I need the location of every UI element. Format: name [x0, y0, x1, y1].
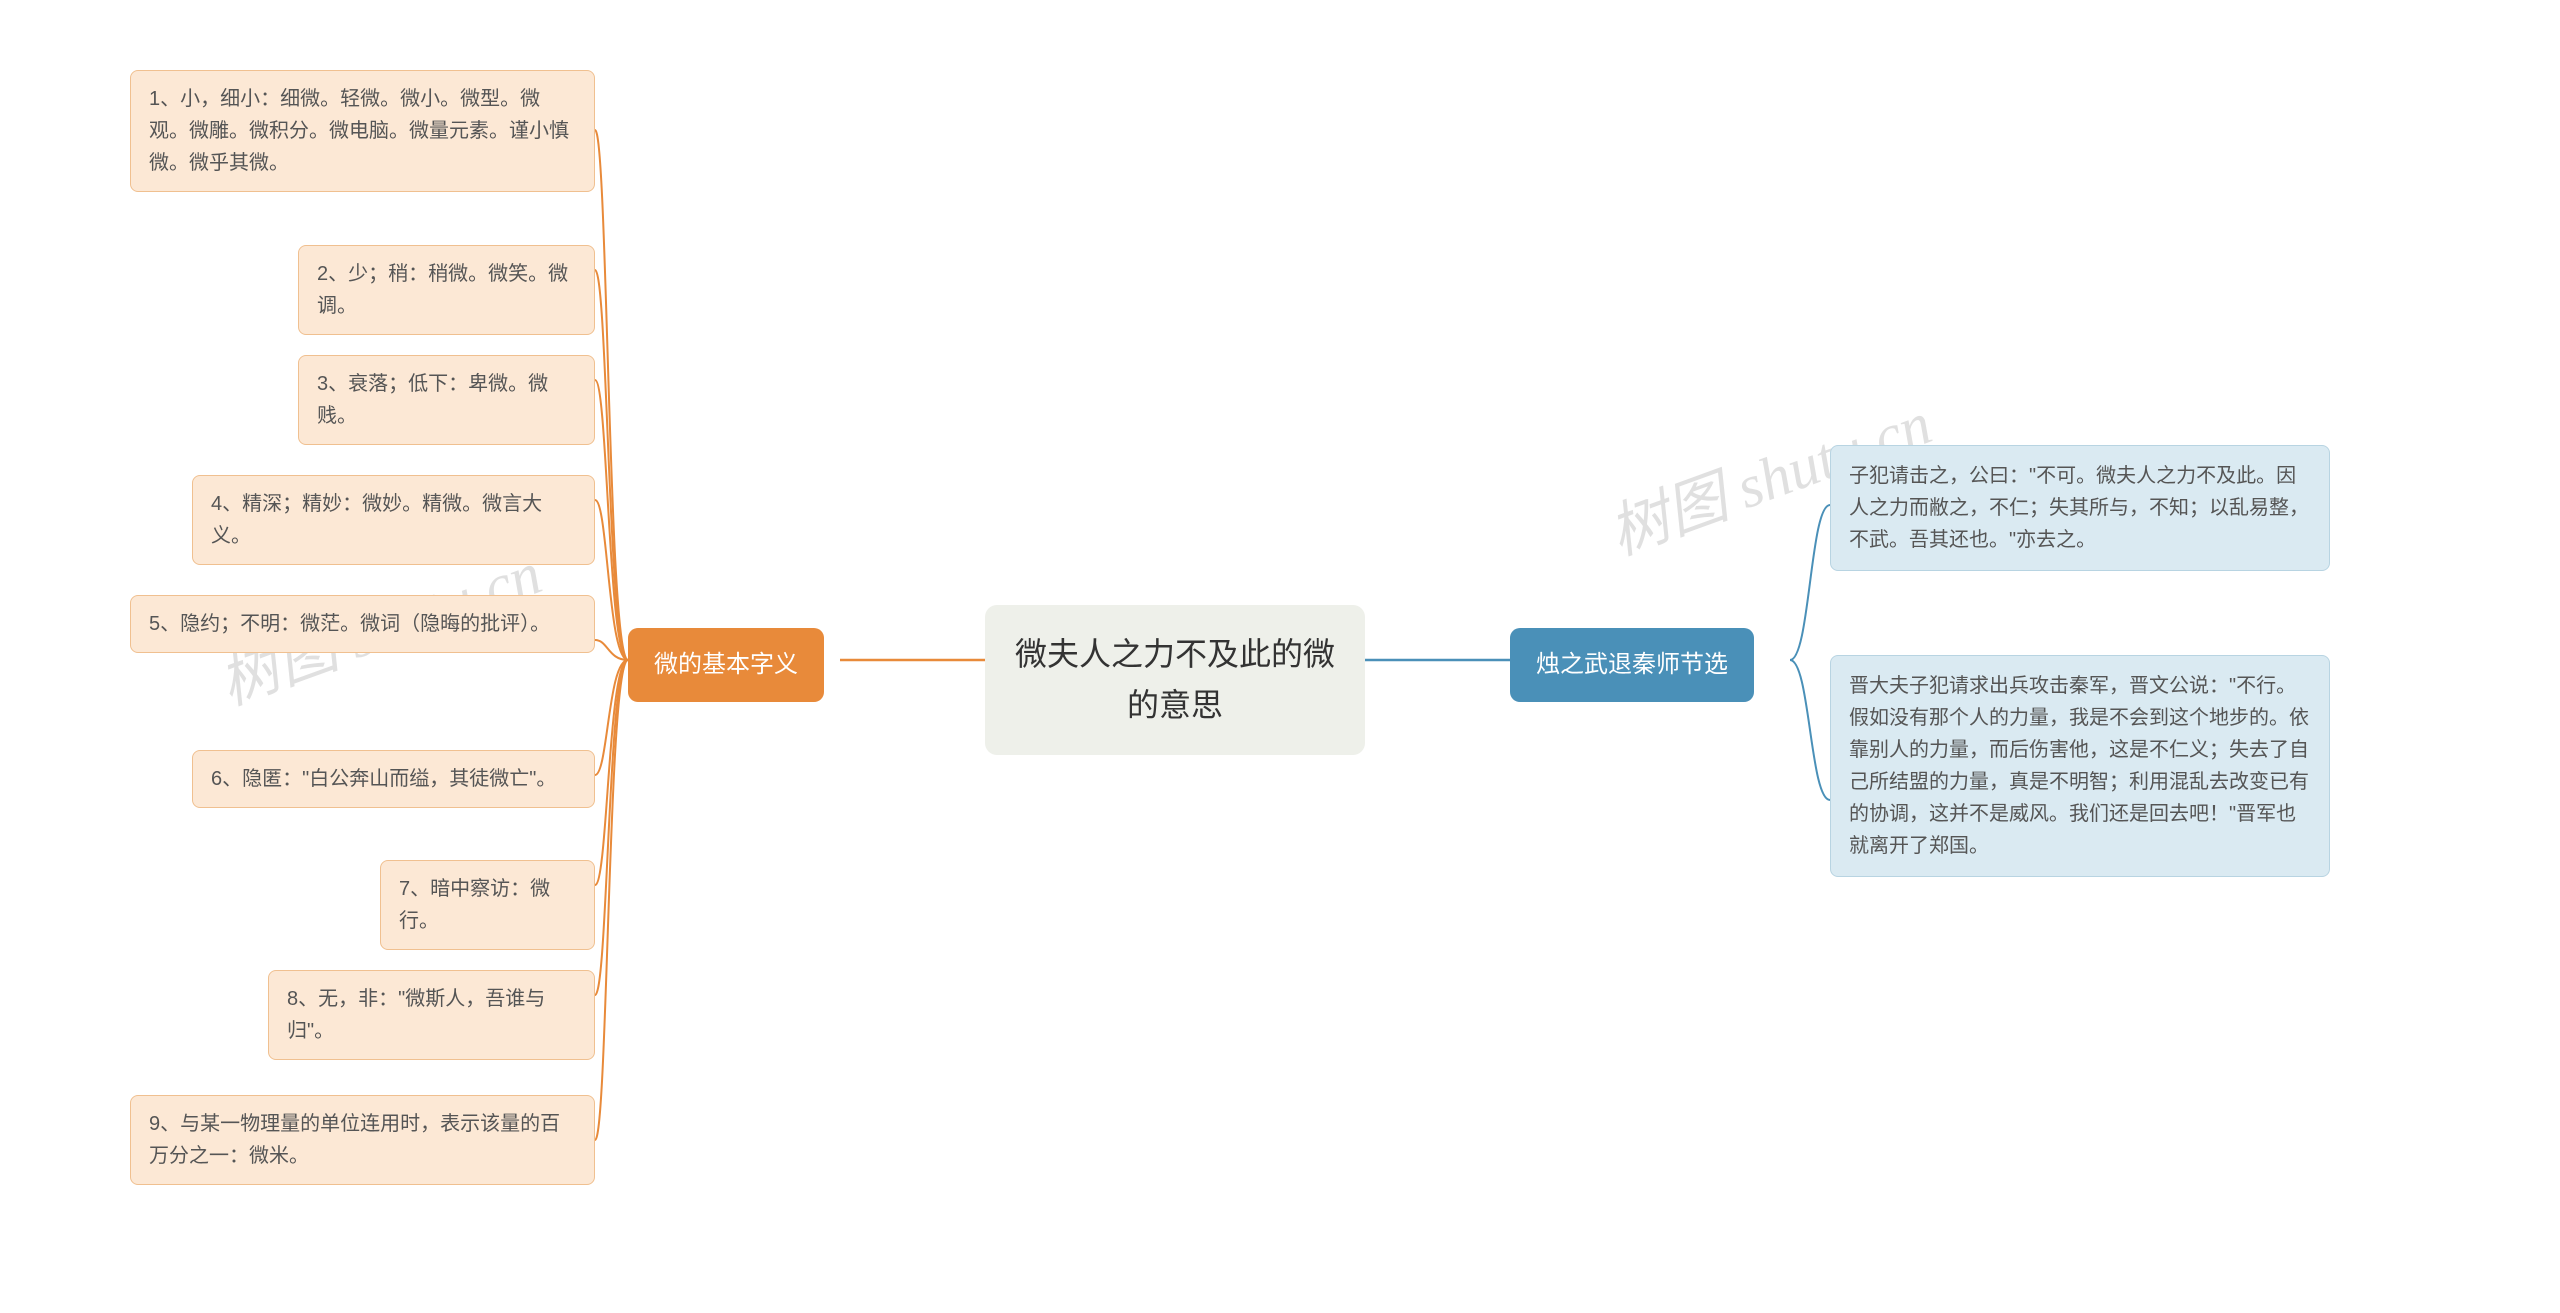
left-leaf-9[interactable]: 9、与某一物理量的单位连用时，表示该量的百万分之一：微米。	[130, 1095, 595, 1185]
left-leaf-3[interactable]: 3、衰落；低下：卑微。微贱。	[298, 355, 595, 445]
left-leaf-2[interactable]: 2、少；稍：稍微。微笑。微调。	[298, 245, 595, 335]
right-leaf-1[interactable]: 子犯请击之，公曰："不可。微夫人之力不及此。因人之力而敝之，不仁；失其所与，不知…	[1830, 445, 2330, 571]
left-branch[interactable]: 微的基本字义	[628, 628, 824, 702]
left-leaf-4[interactable]: 4、精深；精妙：微妙。精微。微言大义。	[192, 475, 595, 565]
left-leaf-8[interactable]: 8、无，非："微斯人，吾谁与归"。	[268, 970, 595, 1060]
left-leaf-6[interactable]: 6、隐匿："白公奔山而缢，其徒微亡"。	[192, 750, 595, 808]
left-leaf-7[interactable]: 7、暗中察访：微行。	[380, 860, 595, 950]
center-node[interactable]: 微夫人之力不及此的微的意思	[985, 605, 1365, 755]
right-branch[interactable]: 烛之武退秦师节选	[1510, 628, 1754, 702]
left-leaf-1[interactable]: 1、小，细小：细微。轻微。微小。微型。微观。微雕。微积分。微电脑。微量元素。谨小…	[130, 70, 595, 192]
right-leaf-2[interactable]: 晋大夫子犯请求出兵攻击秦军，晋文公说："不行。假如没有那个人的力量，我是不会到这…	[1830, 655, 2330, 877]
left-leaf-5[interactable]: 5、隐约；不明：微茫。微词（隐晦的批评）。	[130, 595, 595, 653]
